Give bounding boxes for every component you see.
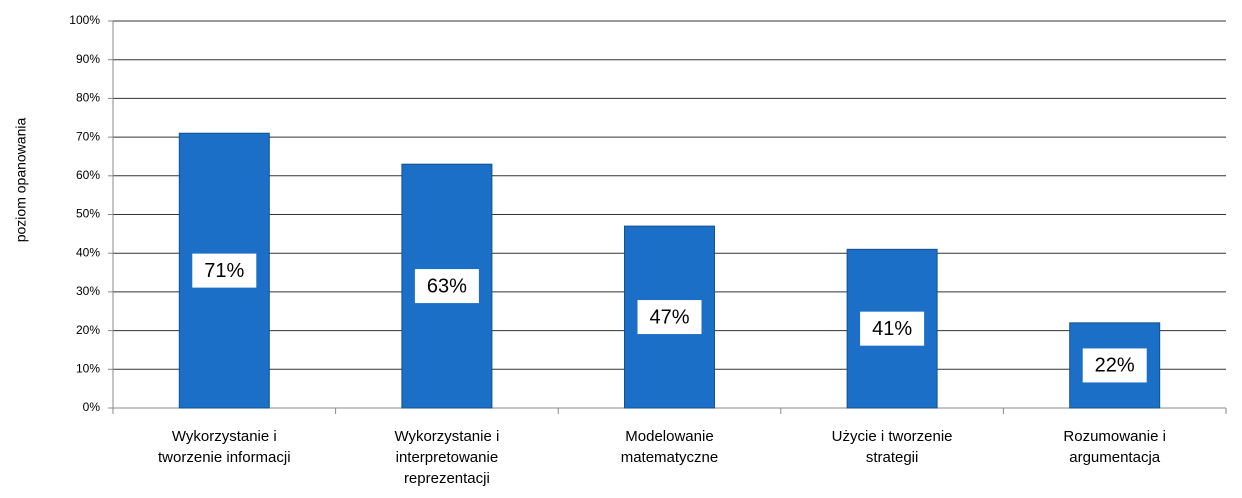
y-tick-label: 50%: [76, 207, 100, 221]
value-label-box: [860, 311, 925, 346]
value-label-box: [192, 253, 257, 288]
y-tick-label: 40%: [76, 245, 100, 259]
x-tick-label: Użycie i tworzenie strategii: [831, 428, 953, 466]
y-tick-label: 70%: [76, 129, 100, 143]
y-tick-label: 60%: [76, 168, 100, 182]
value-label: 22%: [1095, 355, 1135, 377]
value-label: 41%: [872, 318, 912, 340]
value-label: 63%: [427, 275, 467, 297]
y-tick-label: 30%: [76, 284, 100, 298]
value-label-box: [414, 269, 479, 304]
value-label-box: [1082, 348, 1147, 383]
y-axis-label: poziom opanowania: [13, 118, 29, 243]
x-tick-label: Wykorzystanie i tworzenie informacji: [158, 428, 291, 466]
y-tick-label: 10%: [76, 361, 100, 375]
y-tick-label: 80%: [76, 91, 100, 105]
y-tick-label: 0%: [83, 400, 101, 414]
value-label-box: [637, 300, 702, 335]
x-tick-label: Rozumowanie i argumentacja: [1063, 428, 1166, 466]
value-label: 47%: [649, 306, 689, 328]
value-label: 71%: [204, 260, 244, 282]
x-tick-label: Modelowanie matematyczne: [620, 428, 719, 466]
y-tick-label: 20%: [76, 323, 100, 337]
y-tick-label: 90%: [76, 52, 100, 66]
y-tick-label: 100%: [69, 13, 100, 27]
x-tick-label: Wykorzystanie i interpretowanie reprezen…: [394, 428, 500, 487]
